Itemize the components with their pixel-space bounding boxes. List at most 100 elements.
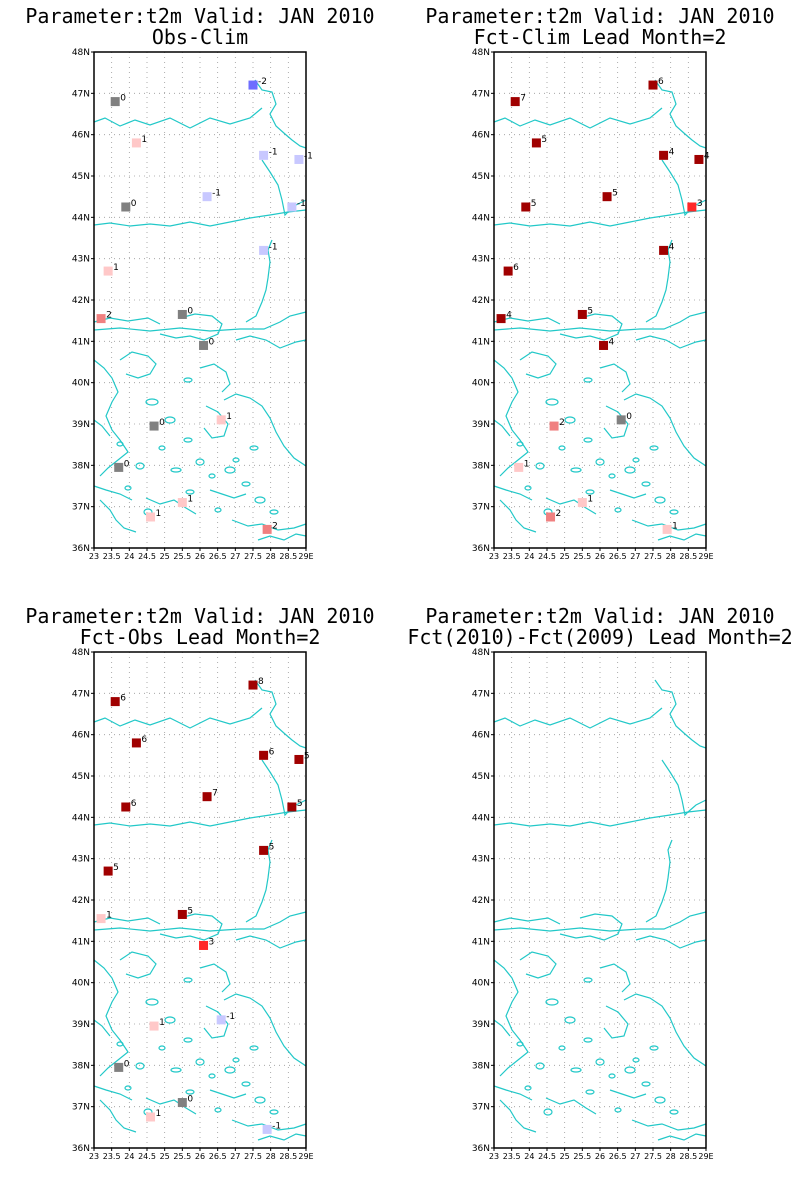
lat-tick-label: 43N (72, 855, 90, 865)
station-value-label: 4 (609, 337, 615, 347)
island-outline (135, 462, 145, 470)
station-marker (149, 421, 159, 431)
station-value-label: 4 (704, 151, 710, 161)
station-value-label: 1 (187, 495, 193, 505)
lon-tick-label: 24 (124, 552, 134, 561)
coastline (603, 405, 629, 439)
coastline (493, 707, 663, 729)
island-outline (145, 998, 159, 1006)
coastline (654, 679, 707, 749)
island-outline (241, 481, 251, 487)
island-outline (585, 1089, 595, 1095)
station-marker (503, 266, 513, 276)
station-value-label: 5 (269, 842, 275, 852)
coastline (93, 707, 263, 729)
panel-subtitle: Fct-Obs Lead Month=2 (79, 625, 321, 649)
lon-tick-label: 25 (160, 552, 170, 561)
station-value-label: 0 (187, 1095, 193, 1105)
station-value-label: 0 (131, 199, 137, 209)
island-outline (641, 1081, 651, 1087)
station-marker (259, 750, 269, 760)
island-outline (249, 1045, 259, 1051)
island-outline (585, 489, 595, 495)
lon-tick-label: 27 (230, 552, 240, 561)
coastline (519, 951, 557, 979)
coastline (599, 963, 631, 993)
lat-tick-label: 45N (472, 772, 490, 782)
island-outline (570, 467, 582, 473)
island-outline (583, 1037, 593, 1043)
island-outline (583, 377, 593, 383)
station-value-label: 6 (120, 694, 126, 704)
coastline (493, 1085, 533, 1101)
coastline (493, 359, 529, 477)
panel-title: Parameter:t2m Valid: JAN 2010 (425, 4, 775, 28)
lon-tick-label: 26 (195, 1152, 205, 1161)
island-outline (654, 1096, 666, 1104)
lon-tick-label: 25 (160, 1152, 170, 1161)
coastline (609, 1089, 647, 1099)
coastlines (493, 79, 707, 541)
island-outline (224, 1066, 236, 1074)
station-marker (259, 845, 269, 855)
coastline (93, 1085, 133, 1101)
coastline (645, 839, 673, 923)
station-marker (662, 524, 672, 534)
lon-tick-label: 28 (266, 552, 276, 561)
lon-tick-label: 29E (698, 1152, 713, 1161)
station-marker (659, 150, 669, 160)
lon-tick-label: 24.5 (138, 1152, 156, 1161)
lon-tick-label: 23.5 (503, 552, 521, 561)
lon-tick-label: 27 (630, 1152, 640, 1161)
station-value-label: 1 (159, 1018, 165, 1028)
island-outline (632, 457, 640, 463)
island-outline (595, 1058, 605, 1066)
lat-tick-label: 44N (72, 213, 90, 223)
coastline (519, 351, 557, 379)
panel-subtitle: Obs-Clim (151, 25, 249, 49)
lat-tick-label: 46N (72, 731, 90, 741)
island-outline (570, 1067, 582, 1073)
lon-tick-label: 28.5 (279, 552, 297, 561)
coastline (254, 79, 307, 149)
lat-tick-label: 44N (472, 813, 490, 823)
island-outline (183, 377, 193, 383)
coastline (559, 313, 623, 341)
coastline (199, 963, 231, 993)
station-value-label: 1 (106, 911, 112, 921)
panel-title: Parameter:t2m Valid: JAN 2010 (25, 604, 375, 628)
island-outline (516, 441, 524, 447)
lon-tick-label: 23 (489, 552, 499, 561)
coastline (599, 363, 631, 393)
lat-tick-label: 39N (472, 1020, 490, 1030)
lat-tick-label: 43N (472, 855, 490, 865)
coastline (493, 209, 707, 227)
lon-tick-label: 25.5 (173, 552, 191, 561)
lon-tick-label: 26 (595, 1152, 605, 1161)
lon-tick-label: 25 (560, 552, 570, 561)
lon-tick-label: 28.5 (279, 1152, 297, 1161)
coastline (209, 489, 247, 499)
station-marker (510, 97, 520, 107)
station-value-label: 3 (697, 199, 703, 209)
island-outline (641, 481, 651, 487)
coastline (493, 485, 533, 501)
map-panel-obs-clim: Parameter:t2m Valid: JAN 2010 Obs-Clim 0… (0, 0, 400, 600)
lon-tick-label: 27.5 (644, 1152, 662, 1161)
coastline (254, 679, 307, 749)
station-marker (514, 462, 524, 472)
station-value-label: 1 (156, 1109, 162, 1119)
island-outline (608, 473, 616, 479)
lon-tick-label: 25.5 (573, 552, 591, 561)
lon-tick-label: 24.5 (538, 552, 556, 561)
station-marker (202, 192, 212, 202)
island-outline (632, 1057, 640, 1063)
lon-tick-label: 25.5 (173, 1152, 191, 1161)
station-map: 6 6 6 5 1 5 3 1 0 1 0 -1 8 6 5 5 7 5 -1 36N 37N 38N 39N 40N 41N 4… (72, 648, 314, 1161)
coastline (657, 1133, 707, 1141)
coastline (199, 363, 231, 393)
station-value-label: 5 (612, 189, 618, 199)
lon-tick-label: 24 (124, 1152, 134, 1161)
station-marker (287, 802, 297, 812)
island-outline (241, 1081, 251, 1087)
